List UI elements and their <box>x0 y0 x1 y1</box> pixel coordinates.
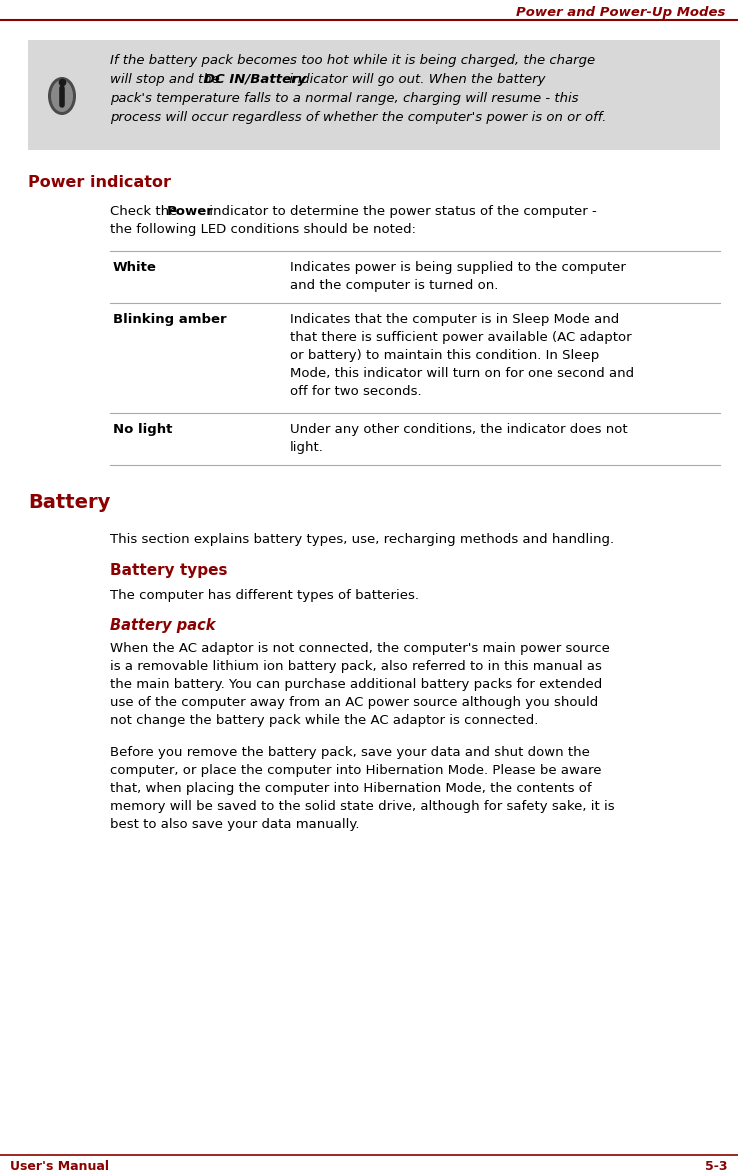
Text: and the computer is turned on.: and the computer is turned on. <box>290 279 498 292</box>
Text: The computer has different types of batteries.: The computer has different types of batt… <box>110 590 419 602</box>
Text: light.: light. <box>290 441 324 454</box>
Text: will stop and the: will stop and the <box>110 73 224 86</box>
Text: Battery: Battery <box>28 493 111 512</box>
Text: Indicates power is being supplied to the computer: Indicates power is being supplied to the… <box>290 261 626 274</box>
Ellipse shape <box>48 77 76 115</box>
Text: Indicates that the computer is in Sleep Mode and: Indicates that the computer is in Sleep … <box>290 313 619 326</box>
Text: If the battery pack becomes too hot while it is being charged, the charge: If the battery pack becomes too hot whil… <box>110 54 595 67</box>
Text: User's Manual: User's Manual <box>10 1160 109 1172</box>
Text: indicator will go out. When the battery: indicator will go out. When the battery <box>285 73 545 86</box>
Text: that there is sufficient power available (AC adaptor: that there is sufficient power available… <box>290 331 632 345</box>
Text: Power: Power <box>167 205 214 218</box>
Text: that, when placing the computer into Hibernation Mode, the contents of: that, when placing the computer into Hib… <box>110 782 592 795</box>
FancyBboxPatch shape <box>28 40 720 150</box>
Text: No light: No light <box>113 423 173 436</box>
Text: 5-3: 5-3 <box>706 1160 728 1172</box>
Text: Battery types: Battery types <box>110 563 227 578</box>
Text: process will occur regardless of whether the computer's power is on or off.: process will occur regardless of whether… <box>110 111 607 124</box>
Text: best to also save your data manually.: best to also save your data manually. <box>110 818 359 831</box>
Text: memory will be saved to the solid state drive, although for safety sake, it is: memory will be saved to the solid state … <box>110 800 615 813</box>
Text: the main battery. You can purchase additional battery packs for extended: the main battery. You can purchase addit… <box>110 677 602 691</box>
Text: DC IN/Battery: DC IN/Battery <box>204 73 306 86</box>
Text: pack's temperature falls to a normal range, charging will resume - this: pack's temperature falls to a normal ran… <box>110 91 579 105</box>
Text: Before you remove the battery pack, save your data and shut down the: Before you remove the battery pack, save… <box>110 747 590 759</box>
Text: indicator to determine the power status of the computer -: indicator to determine the power status … <box>205 205 597 218</box>
Text: computer, or place the computer into Hibernation Mode. Please be aware: computer, or place the computer into Hib… <box>110 764 601 777</box>
Text: or battery) to maintain this condition. In Sleep: or battery) to maintain this condition. … <box>290 349 599 362</box>
Text: Blinking amber: Blinking amber <box>113 313 227 326</box>
Text: Mode, this indicator will turn on for one second and: Mode, this indicator will turn on for on… <box>290 367 634 380</box>
Text: Power and Power-Up Modes: Power and Power-Up Modes <box>516 6 725 19</box>
Text: Battery pack: Battery pack <box>110 618 215 633</box>
Text: Power indicator: Power indicator <box>28 175 171 190</box>
Text: not change the battery pack while the AC adaptor is connected.: not change the battery pack while the AC… <box>110 714 539 727</box>
Text: This section explains battery types, use, recharging methods and handling.: This section explains battery types, use… <box>110 533 614 546</box>
Text: Under any other conditions, the indicator does not: Under any other conditions, the indicato… <box>290 423 627 436</box>
Text: use of the computer away from an AC power source although you should: use of the computer away from an AC powe… <box>110 696 599 709</box>
Text: When the AC adaptor is not connected, the computer's main power source: When the AC adaptor is not connected, th… <box>110 642 610 655</box>
Ellipse shape <box>51 80 73 113</box>
Text: Check the: Check the <box>110 205 182 218</box>
Text: is a removable lithium ion battery pack, also referred to in this manual as: is a removable lithium ion battery pack,… <box>110 660 602 673</box>
Text: White: White <box>113 261 157 274</box>
Text: the following LED conditions should be noted:: the following LED conditions should be n… <box>110 223 416 236</box>
Text: off for two seconds.: off for two seconds. <box>290 384 421 398</box>
